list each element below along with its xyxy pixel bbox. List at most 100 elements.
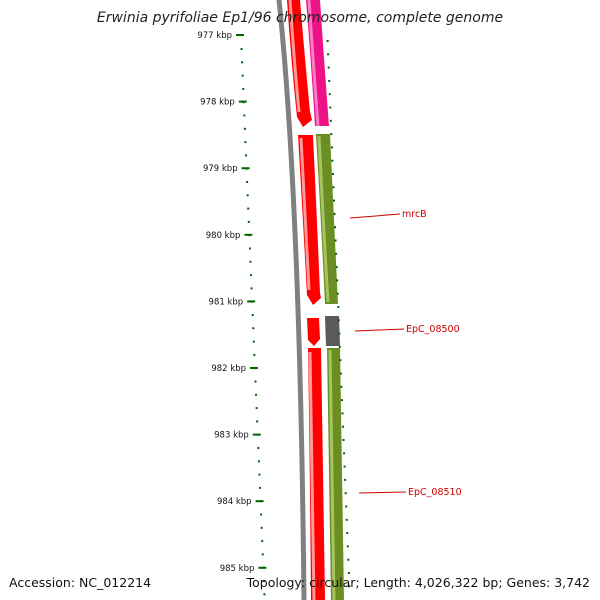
ruler-minor-tick <box>252 340 255 343</box>
outer-tick <box>347 572 350 574</box>
ruler-minor-ticks <box>240 48 266 596</box>
cds-track-red <box>287 0 325 600</box>
outer-tick <box>340 399 343 402</box>
outer-tick <box>344 478 347 481</box>
ruler-minor-tick <box>248 247 251 250</box>
outer-tick <box>347 558 350 561</box>
outer-tick <box>332 199 335 202</box>
outer-tick <box>335 252 338 255</box>
cds-gray-EpC_08500[interactable] <box>325 316 340 346</box>
ruler-minor-tick <box>260 526 263 529</box>
ruler-minor-tick <box>242 87 245 90</box>
ruler-tick-labels: 977 kbp 978 kbp 979 kbp 980 kbp 981 kbp 982 k… <box>197 31 254 574</box>
ruler-minor-tick <box>244 141 247 144</box>
cds-track-olive <box>316 134 344 600</box>
outer-tick <box>344 492 347 495</box>
ruler-minor-tick <box>247 207 250 210</box>
leader-line-mrcB <box>349 213 401 219</box>
ruler-tick-label: 981 kbp <box>209 297 244 307</box>
outer-tick <box>332 186 335 189</box>
outer-tick <box>334 226 337 229</box>
ruler-minor-tick <box>260 513 263 516</box>
outer-tick <box>333 212 336 215</box>
ruler-tick-label: 980 kbp <box>206 231 241 241</box>
outer-tick <box>343 452 346 455</box>
ruler-minor-tick <box>241 61 244 64</box>
outer-tick <box>346 545 349 548</box>
outer-tick <box>331 173 334 175</box>
gene-label-EpC_08510[interactable]: EpC_08510 <box>408 487 462 498</box>
outer-tick <box>329 106 332 109</box>
ruler-minor-tick <box>257 460 260 463</box>
ruler-tick-label: 978 kbp <box>200 98 235 108</box>
gene-label-mrcB[interactable]: mrcB <box>402 209 427 220</box>
outer-tick <box>326 40 329 42</box>
outer-tick <box>328 79 331 82</box>
ruler-minor-tick <box>243 114 246 117</box>
outer-tick <box>346 532 349 535</box>
ruler-minor-tick <box>252 327 255 330</box>
cds-track-magenta <box>306 0 329 127</box>
outer-tick <box>329 119 332 122</box>
outer-tick <box>336 279 339 282</box>
ruler-minor-tick <box>261 540 264 543</box>
ruler-tick-label: 985 kbp <box>220 564 255 574</box>
ruler-minor-tick <box>256 420 259 423</box>
backbone-arc <box>276 0 307 600</box>
topology-text: Topology: circular; Length: 4,026,322 bp… <box>246 575 590 590</box>
outer-tick <box>338 345 341 348</box>
outer-tick <box>340 385 343 388</box>
outer-tick <box>335 266 338 269</box>
ruler-minor-tick <box>240 48 243 50</box>
chart-title: Erwinia pyrifoliae Ep1/96 chromosome, co… <box>96 10 504 26</box>
outer-tick <box>343 465 346 468</box>
ruler-minor-tick <box>255 407 258 410</box>
leader-line-EpC_08500 <box>354 328 405 332</box>
ruler-tick-label: 982 kbp <box>211 364 246 374</box>
outer-tick <box>339 359 342 362</box>
ruler-minor-tick <box>247 220 250 223</box>
ruler-minor-tick <box>254 380 257 383</box>
outer-tick <box>328 93 331 96</box>
outer-tick <box>337 306 340 308</box>
ruler-tick-label: 979 kbp <box>203 164 238 174</box>
accession-text: Accession: NC_012214 <box>9 575 152 590</box>
ruler-minor-tick <box>262 580 265 582</box>
outer-tick <box>338 332 341 335</box>
gene-label-EpC_08500[interactable]: EpC_08500 <box>406 324 460 335</box>
outer-tick <box>345 518 348 521</box>
ruler-minor-tick <box>246 194 249 197</box>
ruler-minor-tick <box>241 74 244 77</box>
ruler-minor-tick <box>257 447 260 449</box>
outer-tick <box>330 146 333 149</box>
outer-tick <box>336 292 339 295</box>
ruler-minor-tick <box>246 181 249 183</box>
leader-line-EpC_08510 <box>358 491 407 494</box>
cds-red-3[interactable] <box>307 318 320 346</box>
outer-tick <box>334 239 337 242</box>
gene-label-lines <box>349 213 407 494</box>
ruler-tick-label: 977 kbp <box>197 31 232 41</box>
outer-tick <box>345 505 348 508</box>
ruler-minor-tick <box>243 127 246 130</box>
outer-tick <box>327 66 330 69</box>
ruler-minor-tick <box>258 473 261 476</box>
outer-tick <box>342 439 345 441</box>
outer-tick <box>342 425 345 428</box>
ruler-minor-tick <box>253 353 256 356</box>
ruler-minor-tick <box>258 486 261 489</box>
outer-tick <box>348 585 351 588</box>
outer-tick <box>331 159 334 162</box>
ruler-tick-label: 984 kbp <box>217 497 252 507</box>
ruler-minor-tick <box>255 393 258 396</box>
ruler-minor-tick <box>245 154 248 157</box>
ruler-minor-tick <box>251 314 254 316</box>
ruler-tick-label: 983 kbp <box>214 431 249 441</box>
outer-ticks <box>326 40 351 588</box>
outer-tick <box>339 372 342 375</box>
ruler-minor-tick <box>261 553 264 556</box>
outer-tick <box>327 53 330 56</box>
ruler-minor-tick <box>250 287 253 290</box>
ruler-major-ticks <box>236 34 267 569</box>
